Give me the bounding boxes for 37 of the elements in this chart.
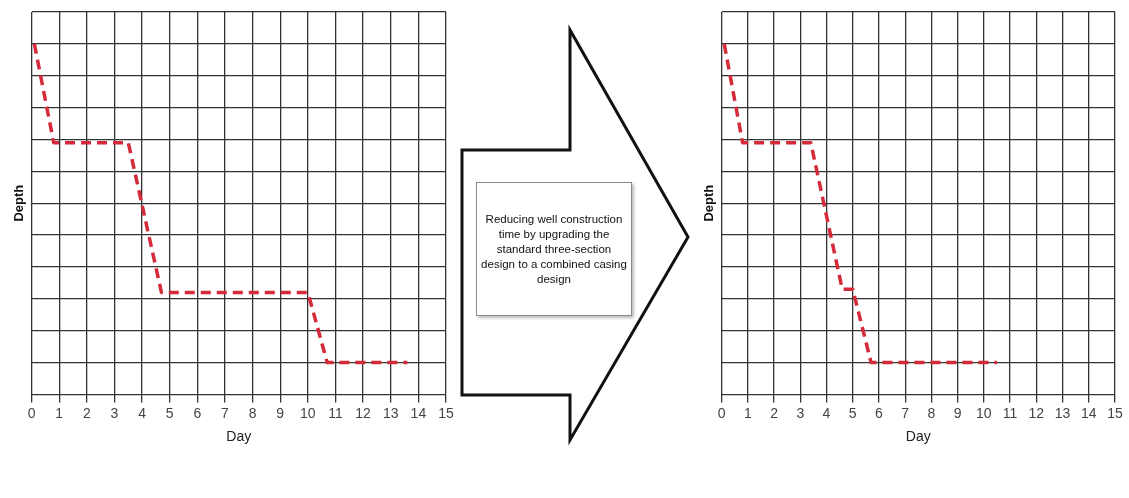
x-tick-label: 3 xyxy=(110,404,119,421)
x-tick-label: 10 xyxy=(976,404,992,421)
x-tick-label: 12 xyxy=(1028,404,1045,421)
x-tick-label: 5 xyxy=(848,404,857,421)
y-axis-title: Depth xyxy=(701,184,717,222)
y-axis-title: Depth xyxy=(11,184,27,222)
x-tick-label: 4 xyxy=(822,404,831,421)
x-tick-label: 2 xyxy=(770,404,779,421)
x-tick-label: 12 xyxy=(355,404,372,421)
x-tick-label: 9 xyxy=(276,404,285,421)
x-tick-label: 2 xyxy=(82,404,91,421)
x-tick-label: 7 xyxy=(901,404,910,421)
x-axis-title: Day xyxy=(226,428,252,445)
x-tick-label: 0 xyxy=(27,404,36,421)
x-tick-label: 4 xyxy=(138,404,147,421)
x-tick-label: 5 xyxy=(165,404,174,421)
text: Reducing well construction time by upgrading the standard three-section design to a combined casing design xyxy=(476,182,632,316)
x-axis-title: Day xyxy=(905,428,931,445)
x-tick-label: 9 xyxy=(953,404,962,421)
x-tick-label: 1 xyxy=(55,404,64,421)
x-tick-label: 8 xyxy=(927,404,936,421)
x-tick-label: 10 xyxy=(300,404,316,421)
x-tick-label: 13 xyxy=(1054,404,1071,421)
x-tick-label: 14 xyxy=(1080,404,1097,421)
x-tick-label: 14 xyxy=(410,404,427,421)
x-tick-label: 15 xyxy=(1107,404,1123,421)
x-tick-label: 6 xyxy=(875,404,884,421)
x-tick-label: 15 xyxy=(438,404,454,421)
x-tick-label: 13 xyxy=(382,404,399,421)
x-tick-label: 8 xyxy=(248,404,257,421)
x-tick-label: 3 xyxy=(796,404,805,421)
x-tick-label: 11 xyxy=(1002,404,1018,421)
x-tick-label: 1 xyxy=(743,404,752,421)
x-tick-label: 6 xyxy=(193,404,202,421)
x-tick-label: 11 xyxy=(328,404,343,421)
x-tick-label: 0 xyxy=(717,404,726,421)
x-tick-label: 7 xyxy=(221,404,230,421)
